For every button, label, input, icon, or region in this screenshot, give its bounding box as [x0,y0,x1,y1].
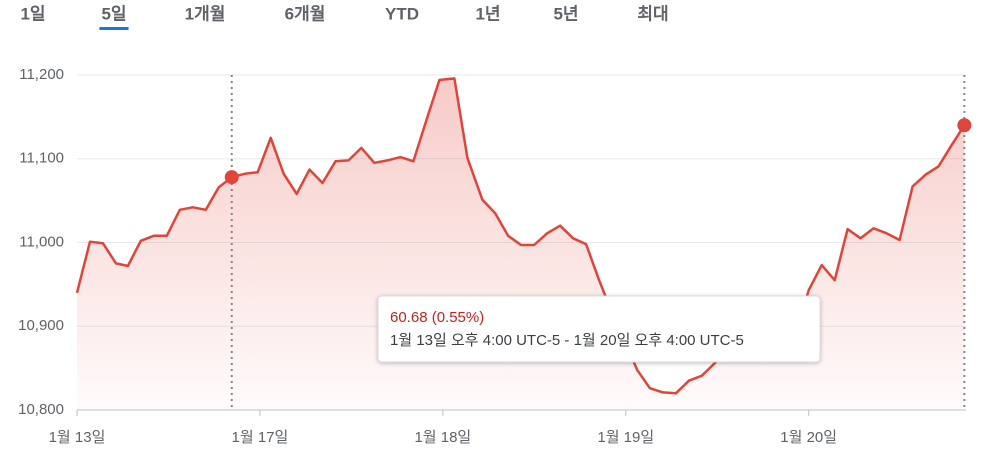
x-tick-label: 1월 20일 [780,429,837,446]
range-tab[interactable]: 5년 [553,4,578,23]
tooltip-change: 60.68 (0.55%) [390,309,484,326]
y-tick-label: 11,000 [19,233,64,250]
area [77,78,965,411]
y-tick-label: 10,900 [18,317,64,334]
y-tick-label: 10,800 [18,401,64,418]
range-tab[interactable]: 최대 [637,4,668,23]
range-tab[interactable]: 1일 [20,4,45,23]
y-tick-label: 11,200 [19,66,64,83]
tooltip-box [377,295,821,363]
range-tab[interactable]: 1년 [475,4,500,23]
y-tick-label: 11,100 [19,150,64,167]
tooltip-range: 1월 13일 오후 4:00 UTC-5 - 1월 20일 오후 4:00 UT… [390,332,744,349]
x-tick-label: 1월 17일 [232,429,289,446]
range-tab[interactable]: 5일 [101,4,126,23]
x-tick-label: 1월 19일 [597,429,654,446]
price-line [75,77,966,395]
point-marker [224,170,239,185]
x-tick-label: 1월 13일 [49,429,106,446]
active-tab-underline [99,27,129,30]
point-marker [957,118,972,133]
range-tab[interactable]: 1개월 [185,4,226,23]
range-tab[interactable]: 6개월 [285,4,326,23]
range-tab[interactable]: YTD [385,4,419,23]
tooltip: 60.68 (0.55%) 1월 13일 오후 4:00 UTC-5 - 1월 … [377,295,821,363]
x-tick-label: 1월 18일 [414,429,471,446]
